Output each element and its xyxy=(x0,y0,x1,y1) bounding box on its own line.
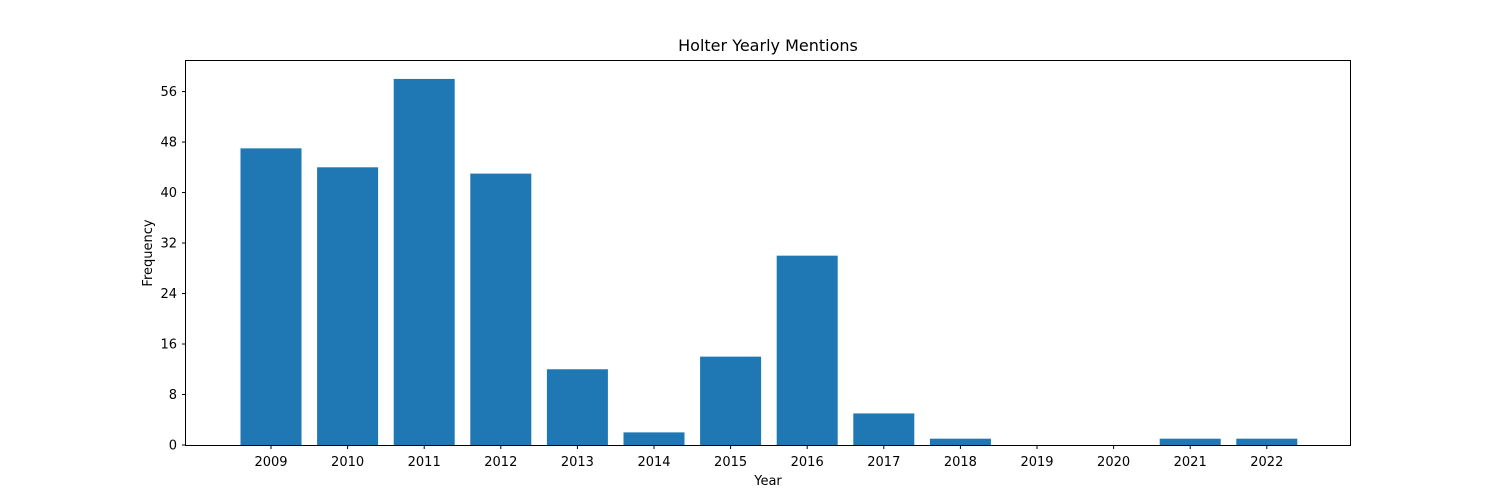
x-tick-label: 2013 xyxy=(561,455,594,470)
x-tick-label: 2009 xyxy=(254,455,287,470)
x-axis-label: Year xyxy=(753,474,782,489)
y-tick-label: 56 xyxy=(160,85,177,100)
x-tick-label: 2019 xyxy=(1020,455,1053,470)
bar-2016 xyxy=(776,255,838,445)
y-tick-label: 0 xyxy=(169,439,177,454)
x-axis-ticks: 2009 2010 2011 2012 2013 2014 2015 2016 2017 2018… xyxy=(254,445,1283,470)
bar-2021 xyxy=(1159,438,1221,445)
y-tick-label: 48 xyxy=(160,136,177,151)
bar-2009 xyxy=(240,148,302,446)
x-tick-label: 2021 xyxy=(1174,455,1207,470)
bar-2011 xyxy=(393,78,455,446)
chart-title: Holter Yearly Mentions xyxy=(678,36,858,55)
x-tick-label: 2012 xyxy=(484,455,517,470)
bar-2022 xyxy=(1236,438,1298,445)
bar-2015 xyxy=(700,356,762,445)
y-tick-label: 32 xyxy=(160,237,177,252)
y-tick-label: 8 xyxy=(169,388,177,403)
x-tick-label: 2022 xyxy=(1250,455,1283,470)
y-tick-label: 40 xyxy=(160,186,177,201)
bar-2014 xyxy=(623,432,685,445)
bar-2010 xyxy=(317,167,379,446)
plot-frame xyxy=(185,60,1351,446)
bar-2013 xyxy=(546,369,608,445)
x-tick-label: 2011 xyxy=(408,455,441,470)
x-tick-label: 2015 xyxy=(714,455,747,470)
bar-2017 xyxy=(853,413,915,445)
y-axis-ticks: 0 8 16 24 32 40 48 56 xyxy=(160,85,186,454)
y-axis-label: Frequency xyxy=(141,219,156,286)
x-tick-label: 2020 xyxy=(1097,455,1130,470)
x-tick-label: 2018 xyxy=(944,455,977,470)
bars-group xyxy=(240,78,1298,446)
x-tick-label: 2017 xyxy=(867,455,900,470)
y-tick-label: 16 xyxy=(160,338,177,353)
bar-2018 xyxy=(929,438,991,445)
x-tick-label: 2016 xyxy=(791,455,824,470)
bar-2012 xyxy=(470,173,532,446)
y-tick-label: 24 xyxy=(160,287,177,302)
x-tick-label: 2014 xyxy=(637,455,670,470)
x-tick-label: 2010 xyxy=(331,455,364,470)
